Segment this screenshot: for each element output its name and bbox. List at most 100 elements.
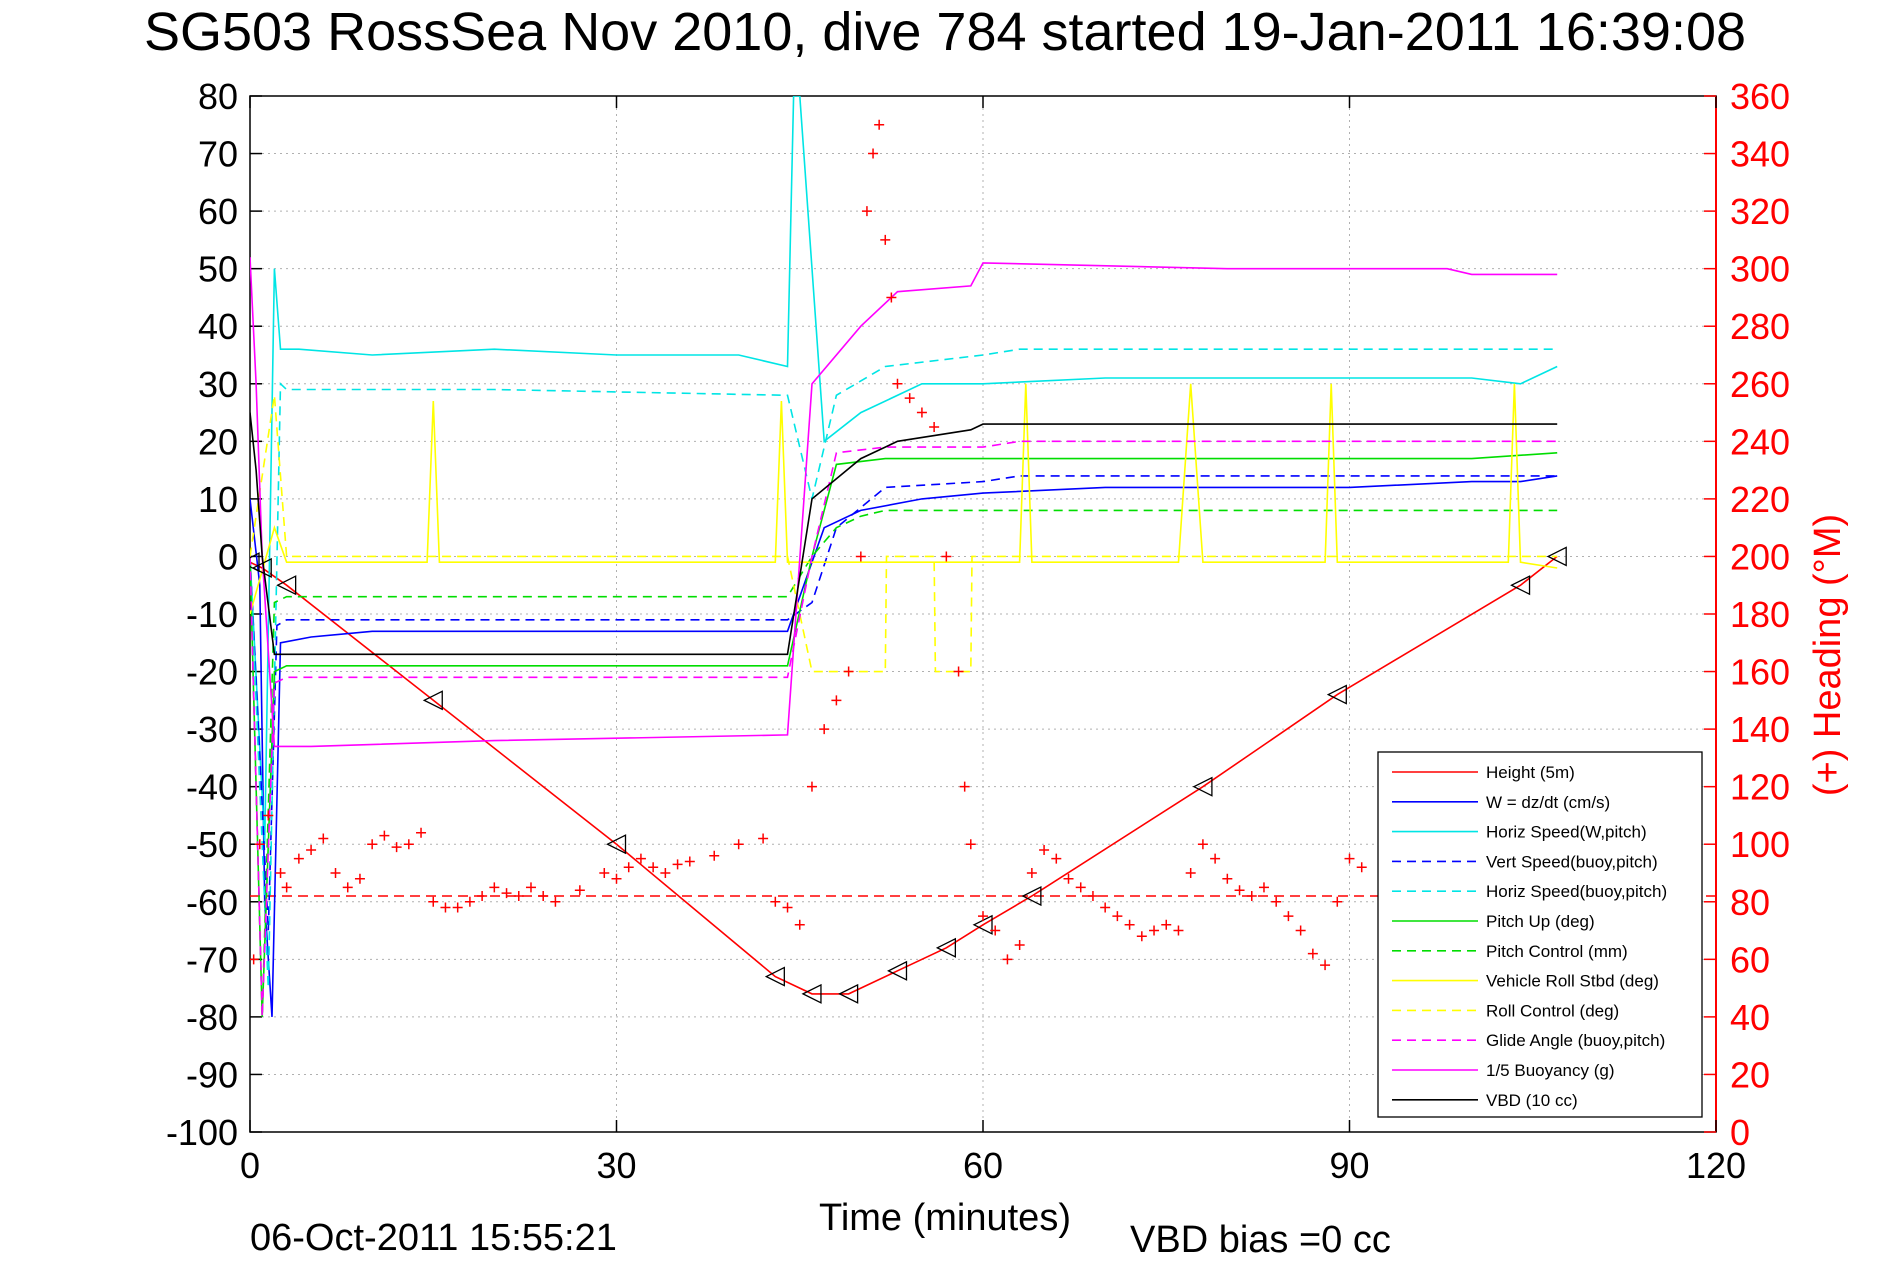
series-line-pitch-up-deg: [250, 452, 1558, 1017]
heading-point: [477, 891, 488, 902]
height-marker: [606, 834, 627, 855]
heading-point: [342, 882, 353, 893]
heading-point: [1161, 919, 1172, 930]
heading-point: [886, 292, 897, 303]
y2-tick-label: 0: [1730, 1112, 1750, 1153]
y-tick-label: 70: [198, 134, 238, 175]
y-tick-label: 40: [198, 306, 238, 347]
heading-point: [1271, 896, 1282, 907]
x-tick-label: 0: [240, 1145, 260, 1186]
height-marker: [422, 690, 443, 711]
heading-point: [306, 844, 317, 855]
y2-axis-label: (+) Heading (°M): [1807, 514, 1849, 796]
heading-point: [391, 842, 402, 853]
series-line-roll-control-deg: [250, 395, 1558, 673]
heading-point: [1087, 891, 1098, 902]
heading-point: [929, 421, 940, 432]
heading-point: [1039, 844, 1050, 855]
legend-label: VBD (10 cc): [1486, 1091, 1578, 1110]
heading-point: [978, 911, 988, 922]
heading-point: [843, 666, 854, 677]
heading-point: [672, 859, 683, 870]
height-marker: [1546, 546, 1567, 567]
legend-label: Pitch Control (mm): [1486, 942, 1628, 961]
height-marker: [1326, 684, 1347, 705]
y-tick-label: -40: [186, 767, 238, 808]
heading-point: [464, 896, 475, 907]
heading-point: [379, 830, 390, 841]
y-tick-label: -80: [186, 997, 238, 1038]
height-marker: [250, 552, 260, 573]
heading-point: [489, 882, 500, 893]
heading-point: [354, 873, 365, 884]
footer-timestamp: 06-Oct-2011 15:55:21: [250, 1217, 617, 1259]
heading-point: [367, 839, 378, 850]
heading-point: [819, 724, 830, 735]
y2-tick-label: 180: [1730, 594, 1790, 635]
y2-tick-label: 40: [1730, 997, 1770, 1038]
heading-point: [1112, 911, 1123, 922]
heading-point: [330, 868, 341, 878]
height-marker: [1021, 885, 1042, 907]
heading-point: [318, 833, 329, 844]
vbd-bias-note: VBD bias =0 cc: [1130, 1219, 1391, 1261]
heading-point: [550, 896, 561, 907]
plot-area: 0 30 60 90 12080706050403020100-10-20-30-40-…: [166, 76, 1790, 1186]
heading-point: [868, 148, 879, 159]
heading-point: [513, 891, 524, 902]
heading-point: [599, 868, 610, 878]
heading-point: [1197, 839, 1208, 850]
heading-point: [782, 902, 793, 913]
series-line-1-5-buoyancy-g: [250, 257, 1558, 748]
y2-tick-label: 140: [1730, 709, 1790, 750]
series-line-height-5m: [250, 555, 1558, 995]
series-line-vbd-10-cc: [250, 412, 1558, 656]
legend-label: 1/5 Buoyancy (g): [1486, 1061, 1615, 1080]
heading-point: [648, 862, 659, 873]
heading-point: [452, 902, 463, 913]
heading-point: [965, 839, 976, 850]
heading-point: [880, 234, 891, 245]
heading-point: [611, 873, 622, 884]
y2-tick-label: 80: [1730, 882, 1770, 923]
height-marker: [801, 983, 822, 1004]
heading-point: [623, 862, 634, 873]
chart-title: SG503 RossSea Nov 2010, dive 784 started…: [144, 2, 1746, 62]
heading-point: [855, 551, 866, 562]
heading-point: [684, 856, 695, 867]
y2-tick-label: 340: [1730, 134, 1790, 175]
heading-point: [953, 666, 964, 677]
y2-tick-label: 160: [1730, 652, 1790, 693]
y-tick-label: 10: [198, 479, 238, 520]
y2-tick-label: 240: [1730, 421, 1790, 462]
heading-point: [1173, 925, 1184, 936]
x-tick-label: 120: [1686, 1145, 1746, 1186]
heading-point: [758, 833, 769, 844]
heading-point: [1051, 853, 1062, 864]
heading-point: [263, 810, 274, 821]
height-marker: [1510, 575, 1531, 596]
heading-point: [635, 853, 646, 864]
heading-point: [416, 827, 427, 838]
heading-point: [892, 378, 903, 389]
legend-label: Horiz Speed(buoy,pitch): [1486, 882, 1667, 901]
heading-point: [1234, 885, 1245, 896]
y-tick-label: -100: [166, 1112, 238, 1153]
legend-label: Pitch Up (deg): [1486, 912, 1595, 931]
height-marker: [935, 937, 956, 958]
y2-tick-label: 320: [1730, 191, 1790, 232]
heading-point: [403, 839, 414, 850]
height-marker: [251, 557, 272, 579]
y2-tick-label: 280: [1730, 306, 1790, 347]
heading-point: [709, 850, 720, 861]
heading-point: [861, 206, 872, 217]
heading-point: [281, 882, 292, 893]
y2-tick-label: 20: [1730, 1054, 1770, 1095]
x-tick-label: 30: [596, 1145, 636, 1186]
heading-point: [1100, 902, 1111, 913]
height-marker: [276, 575, 297, 596]
heading-point: [990, 925, 1001, 936]
y-tick-label: -50: [186, 824, 238, 865]
heading-point: [1307, 948, 1318, 959]
